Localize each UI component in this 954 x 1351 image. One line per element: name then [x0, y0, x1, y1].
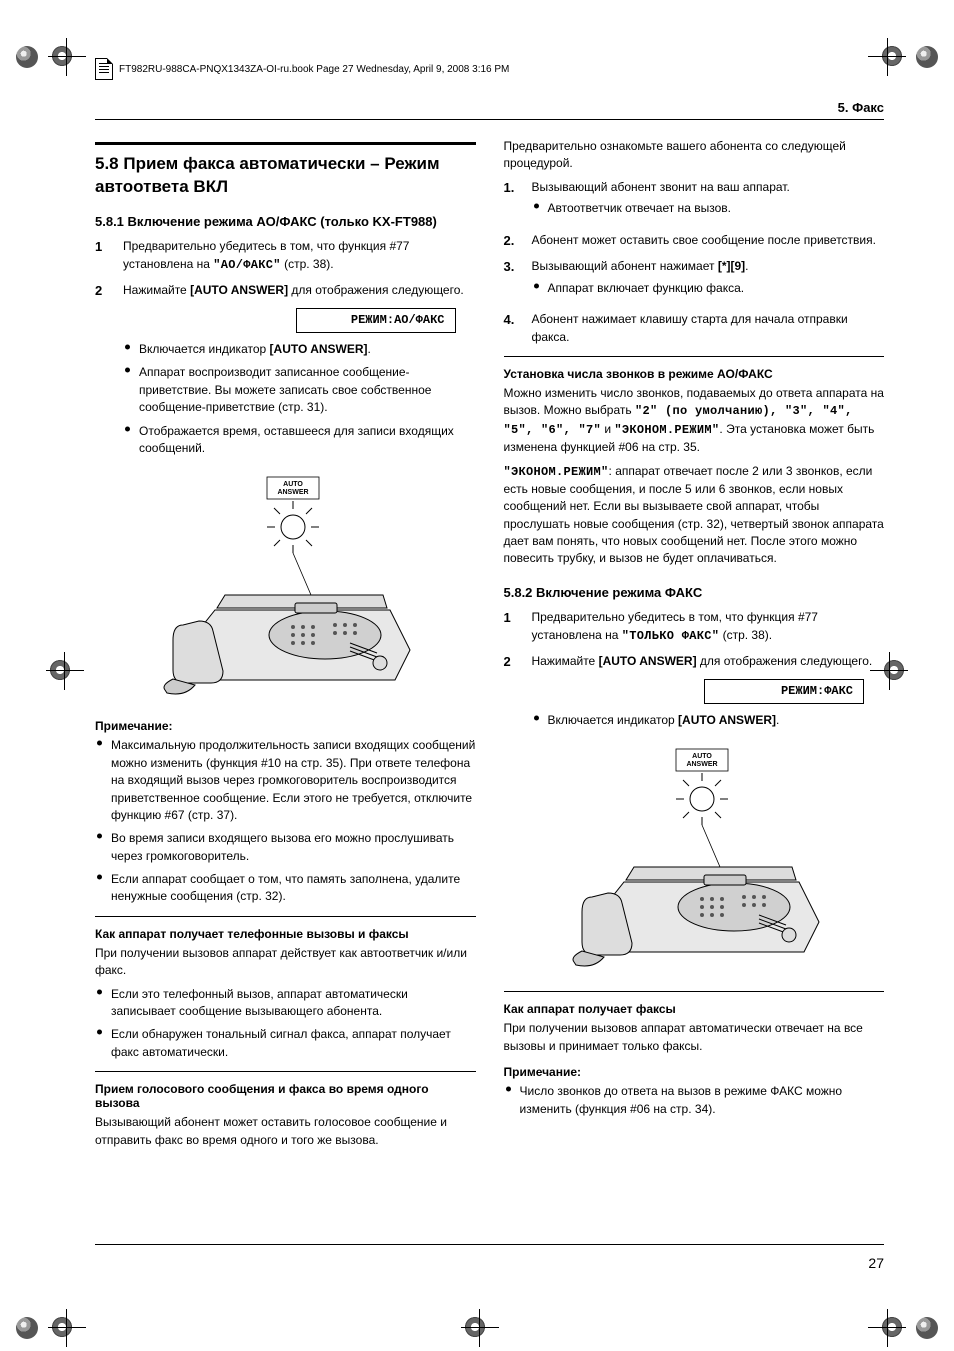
- bullet: Если аппарат сообщает о том, что память …: [95, 871, 476, 906]
- step-number: 2.: [504, 232, 518, 251]
- bullet: Аппарат включает функцию факса.: [532, 280, 885, 297]
- fax-illustration: AUTO ANSWER: [504, 747, 885, 977]
- bullet: Автоответчик отвечает на вызов.: [532, 200, 885, 217]
- right-column: Предварительно ознакомьте вашего абонент…: [504, 138, 885, 1155]
- lcd-display: РЕЖИМ:АО/ФАКС: [296, 308, 456, 333]
- svg-text:ANSWER: ANSWER: [278, 489, 309, 496]
- step-number: 1: [504, 609, 518, 645]
- lcd-display-row: РЕЖИМ:АО/ФАКС: [123, 304, 476, 333]
- note-list: Максимальную продолжительность записи вх…: [95, 737, 476, 906]
- paragraph-heading: Прием голосового сообщения и факса во вр…: [95, 1082, 476, 1110]
- bullet: Отображается время, оставшееся для запис…: [123, 423, 476, 458]
- step-4: 4. Абонент нажимает клавишу старта для н…: [504, 311, 885, 346]
- note-list: Число звонков до ответа на вызов в режим…: [504, 1083, 885, 1118]
- step-text: Предварительно убедитесь в том, что функ…: [532, 609, 885, 645]
- steps-list: 1 Предварительно убедитесь в том, что фу…: [95, 238, 476, 463]
- paragraph: При получении вызовов аппарат действует …: [95, 945, 476, 980]
- lcd-display-row: РЕЖИМ:ФАКС: [532, 675, 885, 704]
- page-number: 27: [868, 1255, 884, 1271]
- step-number: 4.: [504, 311, 518, 346]
- sub-bullets: Включается индикатор [AUTO ANSWER].: [532, 712, 885, 729]
- columns: 5.8 Прием факса автоматически – Режим ав…: [95, 138, 884, 1155]
- bullet: Во время записи входящего вызова его мож…: [95, 830, 476, 865]
- bullet: Если это телефонный вызов, аппарат автом…: [95, 986, 476, 1021]
- bullet: Включается индикатор [AUTO ANSWER].: [532, 712, 885, 729]
- bullet: Аппарат воспроизводит записанное сообщен…: [123, 364, 476, 416]
- step-text: Нажимайте [AUTO ANSWER] для отображения …: [123, 282, 476, 463]
- step-3: 3. Вызывающий абонент нажимает [*][9]. А…: [504, 258, 885, 303]
- separator: [504, 356, 885, 357]
- step-1: 1. Вызывающий абонент звонит на ваш аппа…: [504, 179, 885, 224]
- step-number: 1.: [504, 179, 518, 224]
- paragraph: Предварительно ознакомьте вашего абонент…: [504, 138, 885, 173]
- subsection-heading: 5.8.2 Включение режима ФАКС: [504, 584, 885, 602]
- separator: [95, 916, 476, 917]
- step-number: 3.: [504, 258, 518, 303]
- step-text: Предварительно убедитесь в том, что функ…: [123, 238, 476, 274]
- bullet: Число звонков до ответа на вызов в режим…: [504, 1083, 885, 1118]
- note-heading: Примечание:: [95, 719, 476, 733]
- step-text: Абонент может оставить свое сообщение по…: [532, 232, 885, 251]
- step-1: 1 Предварительно убедитесь в том, что фу…: [504, 609, 885, 645]
- separator: [504, 991, 885, 992]
- left-column: 5.8 Прием факса автоматически – Режим ав…: [95, 138, 476, 1155]
- content-area: 5. Факс 5.8 Прием факса автоматически – …: [95, 100, 884, 1271]
- svg-text:AUTO: AUTO: [692, 753, 712, 760]
- step-2: 2 Нажимайте [AUTO ANSWER] для отображени…: [95, 282, 476, 463]
- steps-list: 1. Вызывающий абонент звонит на ваш аппа…: [504, 179, 885, 346]
- bullet: Максимальную продолжительность записи вх…: [95, 737, 476, 824]
- paragraph-heading: Как аппарат получает телефонные вызовы и…: [95, 927, 476, 941]
- page-icon: [95, 58, 113, 80]
- step-number: 1: [95, 238, 109, 274]
- bottom-rule: [95, 1244, 884, 1245]
- subsection-heading: 5.8.1 Включение режима АО/ФАКС (только K…: [95, 213, 476, 231]
- chapter-title: 5. Факс: [95, 100, 884, 120]
- paragraph: Можно изменить число звонков, подаваемых…: [504, 385, 885, 457]
- page: FT982RU-988CA-PNQX1343ZA-OI-ru.book Page…: [0, 0, 954, 1351]
- paragraph-heading: Установка числа звонков в режиме АО/ФАКС: [504, 367, 885, 381]
- step-text: Нажимайте [AUTO ANSWER] для отображения …: [532, 653, 885, 735]
- source-filename: FT982RU-988CA-PNQX1343ZA-OI-ru.book Page…: [119, 64, 509, 75]
- source-header: FT982RU-988CA-PNQX1343ZA-OI-ru.book Page…: [95, 58, 509, 80]
- fax-illustration: AUTO ANSWER: [95, 475, 476, 705]
- step-text: Вызывающий абонент звонит на ваш аппарат…: [532, 179, 885, 224]
- sub-bullets: Включается индикатор [AUTO ANSWER]. Аппа…: [123, 341, 476, 457]
- lcd-display: РЕЖИМ:ФАКС: [704, 679, 864, 704]
- fax-machine-icon: AUTO ANSWER: [155, 475, 415, 705]
- bullet-list: Если это телефонный вызов, аппарат автом…: [95, 986, 476, 1062]
- fax-machine-icon: AUTO ANSWER: [564, 747, 824, 977]
- paragraph: При получении вызовов аппарат автоматиче…: [504, 1020, 885, 1055]
- paragraph-heading: Как аппарат получает факсы: [504, 1002, 885, 1016]
- step-number: 2: [95, 282, 109, 463]
- section-heading: 5.8 Прием факса автоматически – Режим ав…: [95, 142, 476, 199]
- step-text: Абонент нажимает клавишу старта для нача…: [532, 311, 885, 346]
- svg-text:ANSWER: ANSWER: [686, 761, 717, 768]
- separator: [95, 1071, 476, 1072]
- svg-text:AUTO: AUTO: [283, 481, 303, 488]
- step-number: 2: [504, 653, 518, 735]
- bullet: Если обнаружен тональный сигнал факса, а…: [95, 1026, 476, 1061]
- paragraph: Вызывающий абонент может оставить голосо…: [95, 1114, 476, 1149]
- step-1: 1 Предварительно убедитесь в том, что фу…: [95, 238, 476, 274]
- note-heading: Примечание:: [504, 1065, 885, 1079]
- step-text: Вызывающий абонент нажимает [*][9]. Аппа…: [532, 258, 885, 303]
- step-2: 2. Абонент может оставить свое сообщение…: [504, 232, 885, 251]
- bullet: Включается индикатор [AUTO ANSWER].: [123, 341, 476, 358]
- paragraph: "ЭКОНОМ.РЕЖИМ": аппарат отвечает после 2…: [504, 463, 885, 568]
- step-2: 2 Нажимайте [AUTO ANSWER] для отображени…: [504, 653, 885, 735]
- steps-list: 1 Предварительно убедитесь в том, что фу…: [504, 609, 885, 735]
